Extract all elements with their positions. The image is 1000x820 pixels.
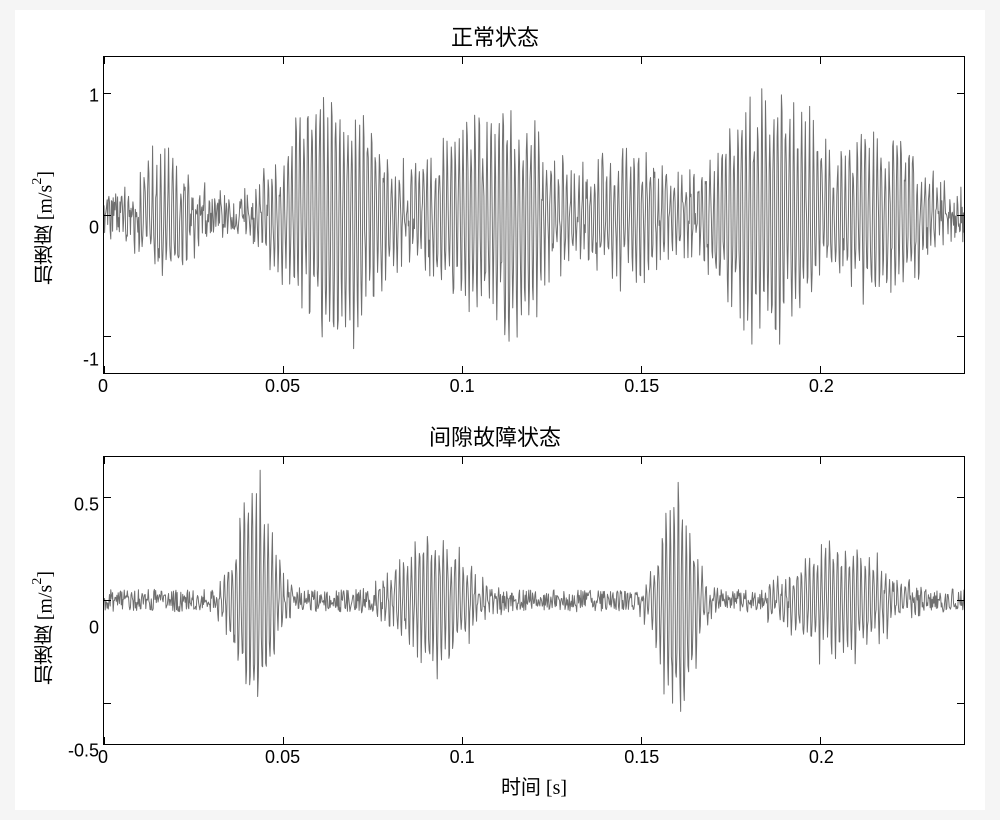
xtick-label: 0.05	[265, 747, 300, 768]
ytick-mark	[104, 703, 111, 704]
panel-bot-xlabel: 时间 [s]	[103, 771, 965, 800]
xtick-label: 0.1	[450, 747, 475, 768]
ytick-label: 0	[89, 618, 99, 639]
xtick-mark	[462, 366, 463, 373]
panel-top-title: 正常状态	[25, 20, 965, 52]
xtick-mark	[641, 737, 642, 744]
ytick-label: -0.5	[68, 740, 99, 761]
ylabel-sup: 2	[30, 178, 45, 185]
ylabel-suffix: ]	[35, 571, 57, 578]
xtick-mark	[104, 457, 105, 464]
xtick-label: 0.1	[450, 376, 475, 397]
panel-bot-signal	[104, 457, 964, 744]
panel-bot-title: 间隙故障状态	[25, 420, 965, 452]
ytick-mark	[104, 215, 111, 216]
xtick-mark	[462, 457, 463, 464]
ylabel-text: 加速度 [m/s	[35, 585, 57, 686]
panel-bot-ylabel-box: 加速度 [m/s2]	[25, 456, 65, 800]
xtick-mark	[283, 366, 284, 373]
xtick-mark	[104, 737, 105, 744]
ytick-mark	[957, 497, 964, 498]
xtick-label: 0.2	[809, 376, 834, 397]
figure: 正常状态 加速度 [m/s2] -101 00.050.10.150.2 间隙故…	[15, 10, 985, 810]
xtick-mark	[820, 737, 821, 744]
ylabel-sup: 2	[30, 578, 45, 585]
panel-top-xticks: 00.050.10.150.2	[103, 374, 965, 400]
panel-top-ylabel-box: 加速度 [m/s2]	[25, 56, 65, 400]
panel-top-ylabel: 加速度 [m/s2]	[30, 171, 60, 285]
xtick-mark	[104, 57, 105, 64]
ytick-mark	[104, 93, 111, 94]
xtick-label: 0.15	[624, 376, 659, 397]
ytick-mark	[104, 336, 111, 337]
xtick-label: 0	[98, 376, 108, 397]
panel-top-signal	[104, 57, 964, 373]
xtick-label: 0.05	[265, 376, 300, 397]
xtick-mark	[641, 57, 642, 64]
xtick-mark	[820, 366, 821, 373]
ytick-mark	[957, 703, 964, 704]
panel-top-yticks: -1 0 1	[65, 56, 103, 400]
panel-bot-axes	[103, 456, 965, 745]
panel-top: 正常状态 加速度 [m/s2] -1 0 1 0 0.05 0.1 0.15 0.2	[25, 20, 965, 400]
xtick-label: 0	[98, 747, 108, 768]
xtick-mark	[820, 57, 821, 64]
xtick-mark	[641, 366, 642, 373]
ytick-label: -1	[83, 350, 99, 371]
panel-bot-plotrow: 加速度 [m/s2] -0.500.5 00.050.10.150.2 时间 […	[25, 456, 965, 800]
ytick-mark	[957, 600, 964, 601]
xtick-mark	[283, 457, 284, 464]
xtick-mark	[462, 737, 463, 744]
ylabel-text: 加速度 [m/s	[35, 185, 57, 286]
panel-top-axes	[103, 56, 965, 374]
panel-top-axeswrap: 00.050.10.150.2	[103, 56, 965, 400]
ytick-mark	[104, 600, 111, 601]
ytick-mark	[957, 93, 964, 94]
xtick-label: 0.15	[624, 747, 659, 768]
panel-bot-xticks: 00.050.10.150.2	[103, 745, 965, 771]
panel-bot: 间隙故障状态 加速度 [m/s2] -0.500.5 00.050.10.150…	[25, 420, 965, 800]
ytick-mark	[957, 336, 964, 337]
xtick-mark	[820, 457, 821, 464]
ytick-mark	[957, 215, 964, 216]
ytick-label: 0.5	[74, 495, 99, 516]
panel-top-plotrow: 加速度 [m/s2] -1 0 1 0 0.05 0.1 0.15 0.2	[25, 56, 965, 400]
xtick-mark	[641, 457, 642, 464]
xtick-label: 0.2	[809, 747, 834, 768]
xtick-mark	[462, 57, 463, 64]
ytick-label: 1	[89, 85, 99, 106]
ytick-label: 0	[89, 218, 99, 239]
xtick-mark	[283, 57, 284, 64]
panel-bot-axeswrap: 00.050.10.150.2 时间 [s]	[103, 456, 965, 800]
panel-bot-ylabel: 加速度 [m/s2]	[30, 571, 60, 685]
xtick-mark	[283, 737, 284, 744]
ylabel-suffix: ]	[35, 171, 57, 178]
ytick-mark	[104, 497, 111, 498]
xtick-mark	[104, 366, 105, 373]
